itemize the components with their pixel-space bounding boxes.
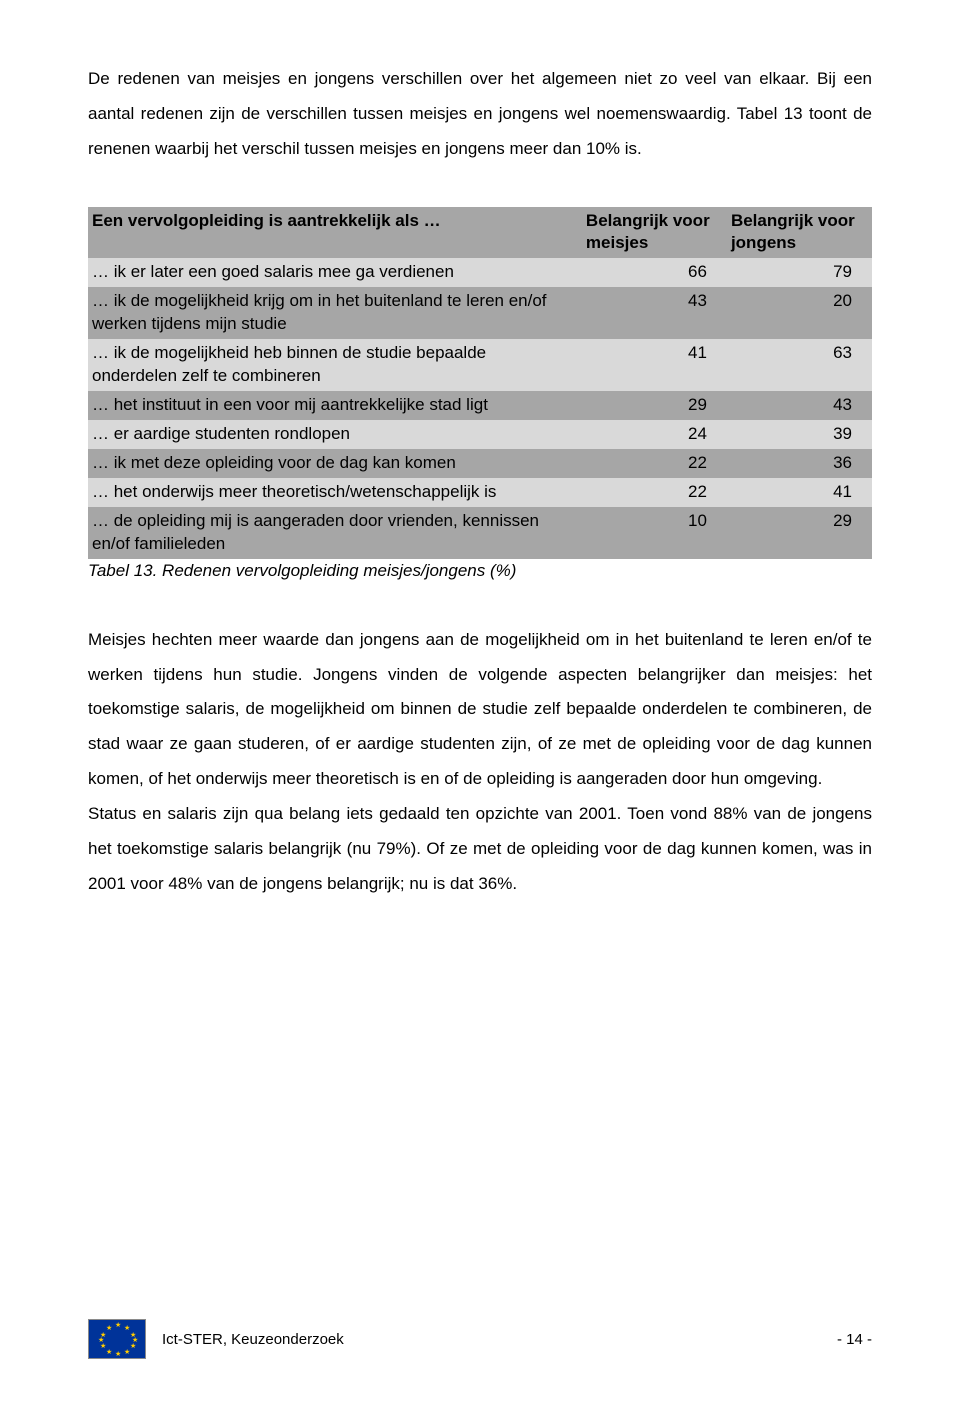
analysis-p2: Status en salaris zijn qua belang iets g… xyxy=(88,797,872,902)
eu-flag-icon: ★ ★ ★ ★ ★ ★ ★ ★ ★ ★ ★ ★ xyxy=(88,1319,146,1359)
row-label: … ik de mogelijkheid krijg om in het bui… xyxy=(88,287,582,339)
row-meisjes: 43 xyxy=(582,287,727,339)
page: De redenen van meisjes en jongens versch… xyxy=(0,0,960,1401)
intro-text: De redenen van meisjes en jongens versch… xyxy=(88,62,872,167)
table-row: … het onderwijs meer theoretisch/wetensc… xyxy=(88,478,872,507)
page-number: - 14 - xyxy=(837,1331,872,1348)
eu-stars: ★ ★ ★ ★ ★ ★ ★ ★ ★ ★ ★ ★ xyxy=(89,1320,145,1358)
row-label: … het instituut in een voor mij aantrekk… xyxy=(88,391,582,420)
row-meisjes: 24 xyxy=(582,420,727,449)
row-label: … de opleiding mij is aangeraden door vr… xyxy=(88,507,582,559)
row-label: … ik de mogelijkheid heb binnen de studi… xyxy=(88,339,582,391)
row-jongens: 20 xyxy=(727,287,872,339)
table-13: Een vervolgopleiding is aantrekkelijk al… xyxy=(88,207,872,581)
row-jongens: 39 xyxy=(727,420,872,449)
table-row: … er aardige studenten rondlopen 24 39 xyxy=(88,420,872,449)
row-meisjes: 66 xyxy=(582,258,727,287)
header-main: Een vervolgopleiding is aantrekkelijk al… xyxy=(88,207,582,259)
header-col-jongens: Belangrijk voor jongens xyxy=(727,207,872,259)
row-label: … er aardige studenten rondlopen xyxy=(88,420,582,449)
reasons-table: Een vervolgopleiding is aantrekkelijk al… xyxy=(88,207,872,559)
table-row: … de opleiding mij is aangeraden door vr… xyxy=(88,507,872,559)
row-label: … het onderwijs meer theoretisch/wetensc… xyxy=(88,478,582,507)
row-meisjes: 22 xyxy=(582,478,727,507)
row-jongens: 29 xyxy=(727,507,872,559)
page-footer: ★ ★ ★ ★ ★ ★ ★ ★ ★ ★ ★ ★ Ict-STER, Keuzeo… xyxy=(88,1319,872,1359)
row-meisjes: 41 xyxy=(582,339,727,391)
row-meisjes: 22 xyxy=(582,449,727,478)
row-meisjes: 29 xyxy=(582,391,727,420)
table-body: … ik er later een goed salaris mee ga ve… xyxy=(88,258,872,558)
row-jongens: 41 xyxy=(727,478,872,507)
row-meisjes: 10 xyxy=(582,507,727,559)
table-header-row: Een vervolgopleiding is aantrekkelijk al… xyxy=(88,207,872,259)
analysis-p1: Meisjes hechten meer waarde dan jongens … xyxy=(88,623,872,797)
row-jongens: 79 xyxy=(727,258,872,287)
row-label: … ik er later een goed salaris mee ga ve… xyxy=(88,258,582,287)
row-jongens: 43 xyxy=(727,391,872,420)
table-row: … het instituut in een voor mij aantrekk… xyxy=(88,391,872,420)
footer-left: ★ ★ ★ ★ ★ ★ ★ ★ ★ ★ ★ ★ Ict-STER, Keuzeo… xyxy=(88,1319,344,1359)
intro-paragraph: De redenen van meisjes en jongens versch… xyxy=(88,62,872,167)
row-jongens: 63 xyxy=(727,339,872,391)
header-col-meisjes: Belangrijk voor meisjes xyxy=(582,207,727,259)
table-row: … ik er later een goed salaris mee ga ve… xyxy=(88,258,872,287)
table-caption: Tabel 13. Redenen vervolgopleiding meisj… xyxy=(88,561,872,581)
table-row: … ik de mogelijkheid krijg om in het bui… xyxy=(88,287,872,339)
table-row: … ik met deze opleiding voor de dag kan … xyxy=(88,449,872,478)
row-label: … ik met deze opleiding voor de dag kan … xyxy=(88,449,582,478)
footer-source: Ict-STER, Keuzeonderzoek xyxy=(162,1331,344,1348)
table-row: … ik de mogelijkheid heb binnen de studi… xyxy=(88,339,872,391)
analysis-paragraphs: Meisjes hechten meer waarde dan jongens … xyxy=(88,623,872,902)
row-jongens: 36 xyxy=(727,449,872,478)
